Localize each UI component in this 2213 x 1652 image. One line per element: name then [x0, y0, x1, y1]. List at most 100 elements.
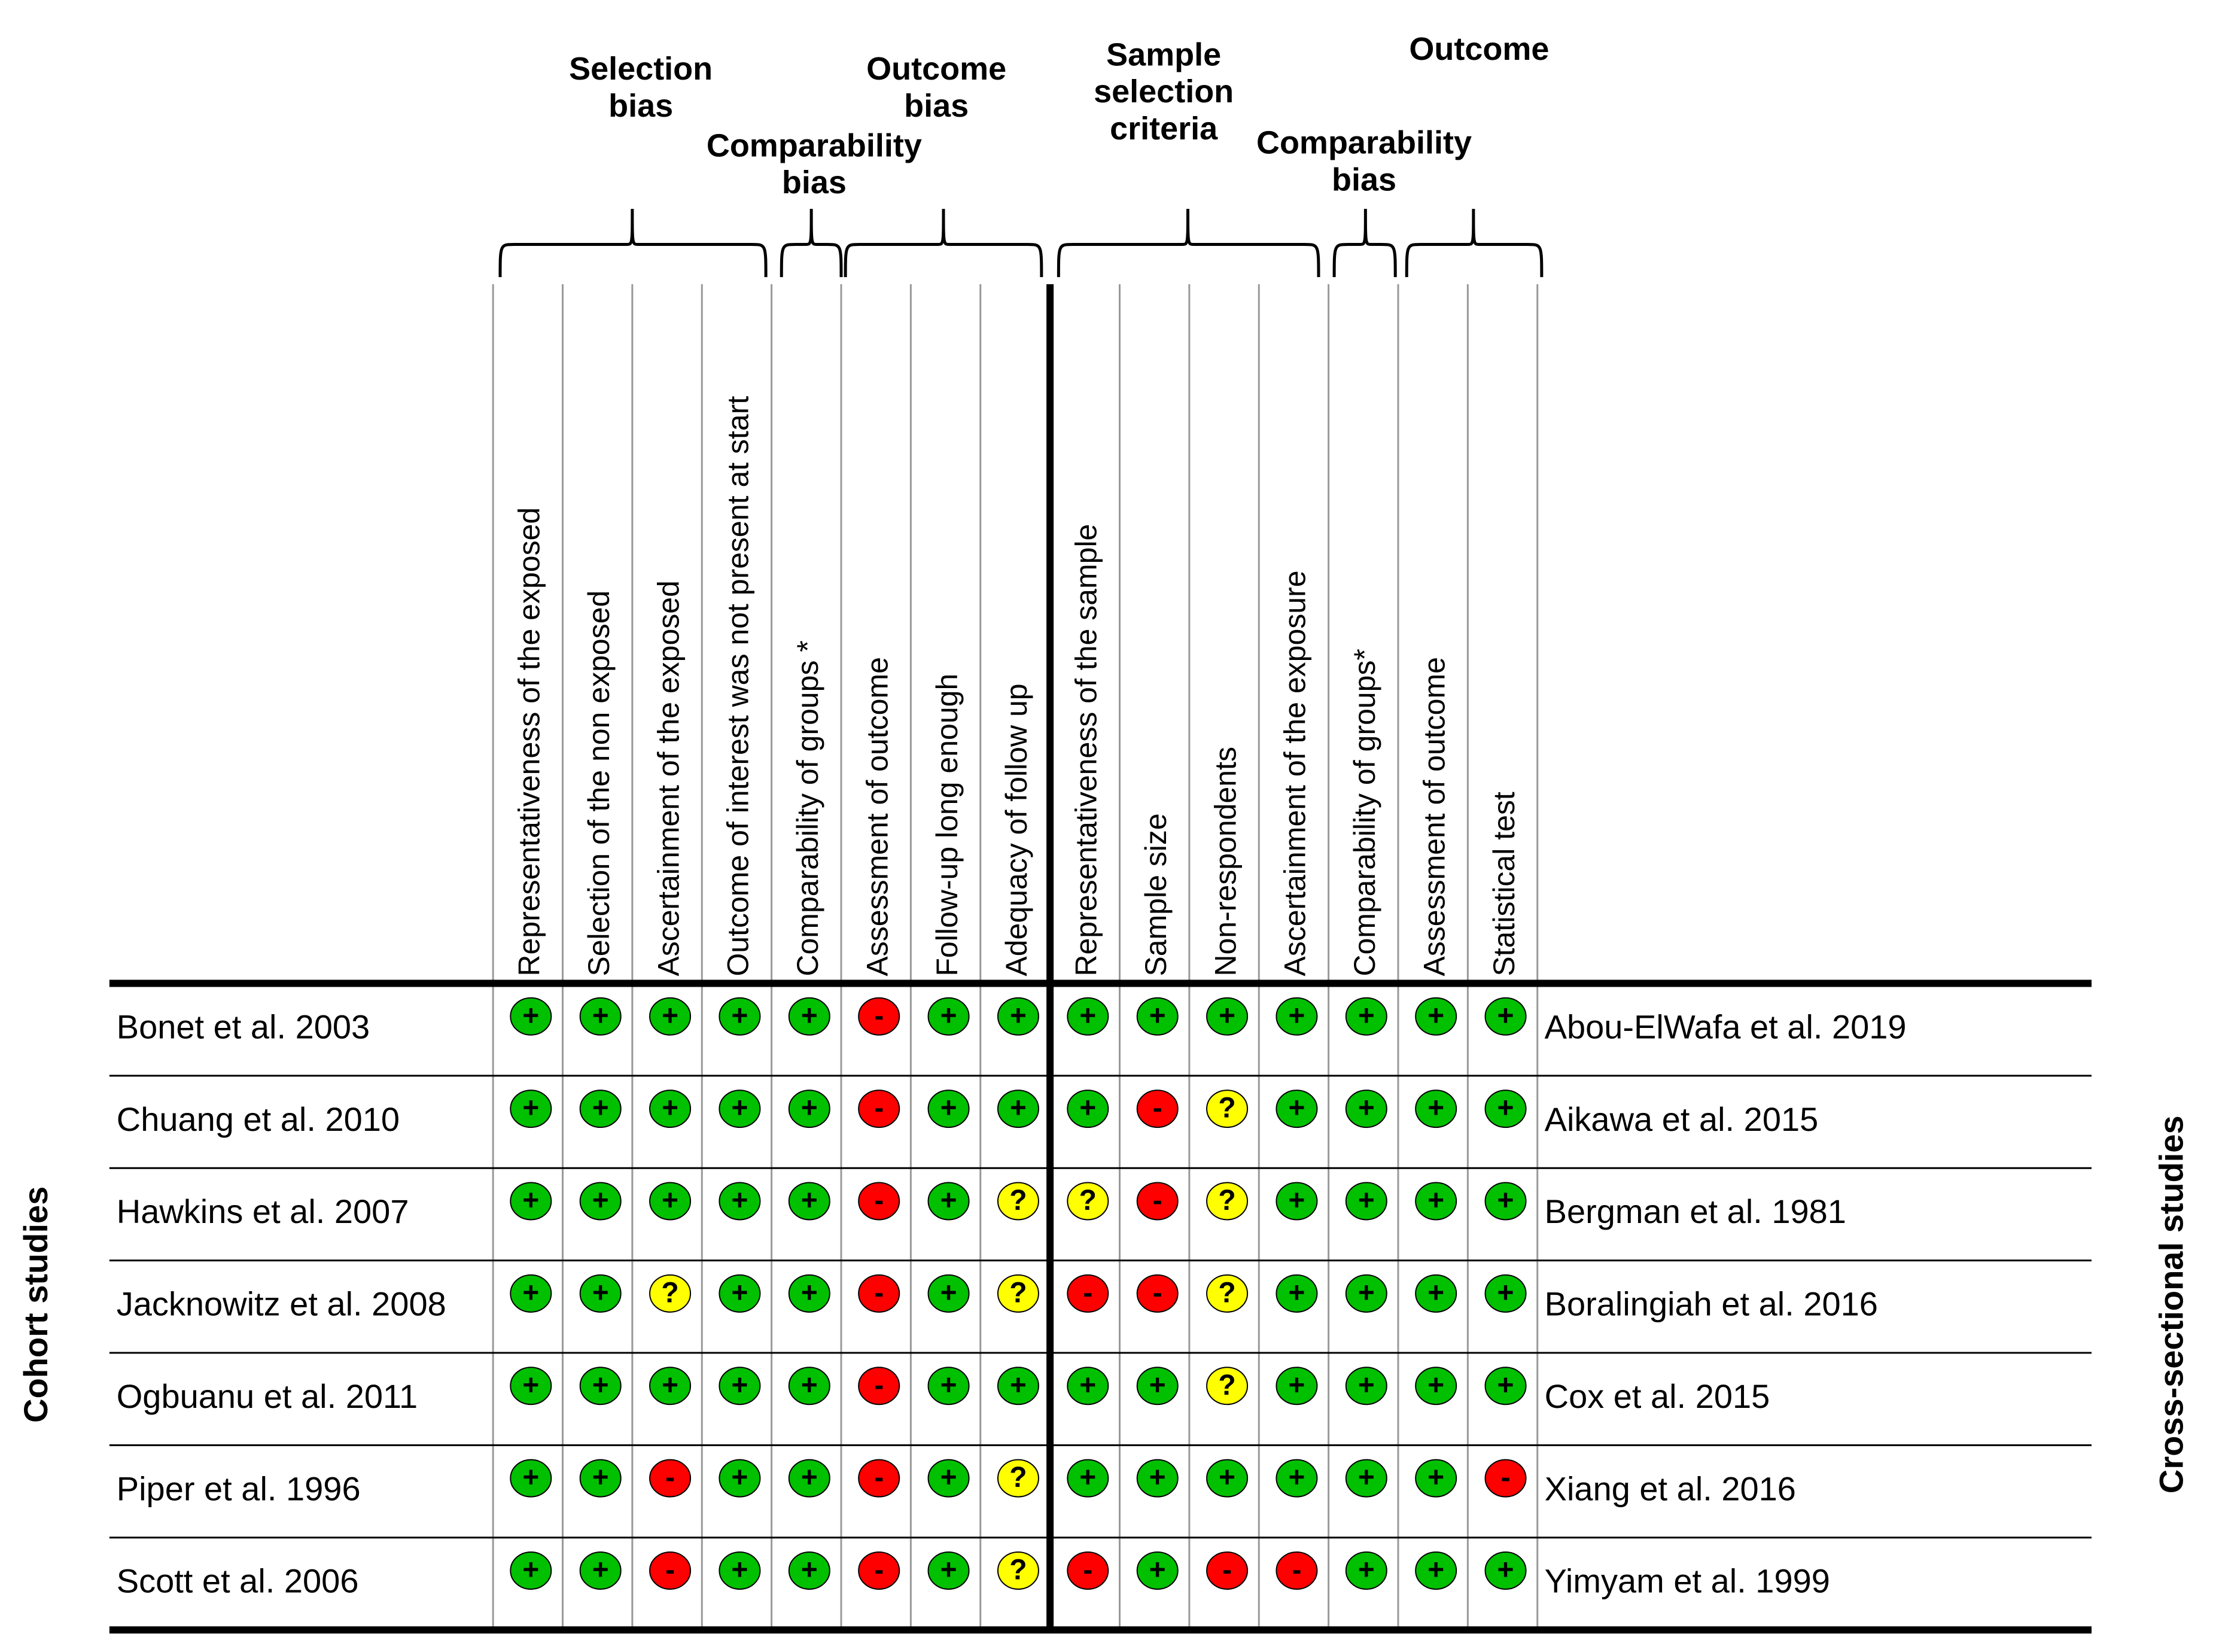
- rating-plus: [927, 1551, 970, 1590]
- rating-unclear: [1067, 1182, 1109, 1221]
- rating-symbol: +: [1010, 1093, 1027, 1124]
- rating-symbol: +: [1358, 1185, 1375, 1216]
- rating-plus: [927, 1090, 970, 1128]
- rating-plus: [719, 1274, 761, 1313]
- rating-plus: [1136, 1367, 1179, 1405]
- rating-plus: [1276, 1182, 1318, 1221]
- rating-symbol: +: [1358, 1093, 1375, 1124]
- column-header: Comparability of groups*: [1348, 649, 1381, 976]
- rating-plus: [1415, 1551, 1457, 1590]
- rating-plus: [579, 1182, 622, 1221]
- rating-symbol: +: [592, 1185, 609, 1216]
- rating-symbol: -: [1153, 1185, 1162, 1216]
- rating-symbol: -: [1153, 1277, 1162, 1309]
- rating-plus: [927, 1274, 970, 1313]
- rating-symbol: +: [801, 1093, 818, 1124]
- rating-plus: [1345, 997, 1387, 1036]
- rating-symbol: ?: [1218, 1277, 1235, 1309]
- rating-minus: [858, 997, 900, 1036]
- rating-unclear: [997, 1459, 1039, 1498]
- rating-symbol: +: [1497, 1000, 1514, 1032]
- rating-plus: [1345, 1090, 1387, 1128]
- cross-sectional-study-name: Xiang et al. 2016: [1545, 1470, 1796, 1507]
- rating-plus: [788, 1551, 830, 1590]
- rating-minus: [1136, 1182, 1179, 1221]
- rating-plus: [1136, 997, 1179, 1036]
- rating-plus: [1276, 1090, 1318, 1128]
- rating-symbol: +: [731, 1554, 748, 1586]
- rating-symbol: -: [665, 1554, 675, 1586]
- rating-symbol: -: [1501, 1462, 1511, 1493]
- group-label: bias: [1332, 162, 1396, 197]
- rating-plus: [719, 1367, 761, 1405]
- group-label: bias: [904, 88, 969, 124]
- rating-symbol: +: [1427, 1462, 1444, 1493]
- rating-unclear: [1206, 1274, 1249, 1313]
- rating-unclear: [997, 1182, 1039, 1221]
- rating-symbol: +: [1427, 1185, 1444, 1216]
- rating-unclear: [997, 1274, 1039, 1313]
- rating-symbol: +: [1288, 1000, 1305, 1032]
- cross-sectional-studies-label: Cross-sectional studies: [2153, 1115, 2190, 1493]
- rating-symbol: +: [662, 1093, 678, 1124]
- group-label: Selection: [569, 51, 713, 87]
- rating-plus: [788, 1090, 830, 1128]
- cohort-study-name: Ogbuanu et al. 2011: [117, 1377, 418, 1415]
- column-header: Assessment of outcome: [860, 657, 894, 976]
- rating-plus: [1067, 1459, 1109, 1498]
- rating-symbol: +: [1358, 1000, 1375, 1032]
- rating-plus: [788, 1274, 830, 1313]
- rating-minus: [858, 1459, 900, 1498]
- rating-plus: [1415, 1274, 1457, 1313]
- rating-symbol: +: [1497, 1370, 1514, 1401]
- rating-plus: [649, 1090, 692, 1128]
- rating-symbol: +: [592, 1093, 609, 1124]
- cross-sectional-study-name: Cox et al. 2015: [1545, 1377, 1770, 1415]
- rating-symbol: +: [801, 1370, 818, 1401]
- rating-symbol: +: [662, 1000, 678, 1032]
- rating-symbol: ?: [1009, 1554, 1027, 1586]
- rating-plus: [510, 1367, 552, 1405]
- rating-symbol: +: [1427, 1277, 1444, 1309]
- cohort-study-name: Chuang et al. 2010: [117, 1100, 400, 1138]
- rating-plus: [927, 1459, 970, 1498]
- rating-plus: [1067, 1090, 1109, 1128]
- rating-unclear: [1206, 1182, 1249, 1221]
- rating-symbol: +: [1079, 1093, 1096, 1124]
- group-label: bias: [782, 165, 847, 200]
- rating-symbol: ?: [1218, 1093, 1235, 1124]
- rating-plus: [1415, 1090, 1457, 1128]
- column-header: Selection of the non exposed: [582, 591, 616, 976]
- rating-symbol: -: [874, 1370, 884, 1401]
- rating-plus: [510, 1459, 552, 1498]
- rating-minus: [649, 1551, 692, 1590]
- rating-symbol: +: [1358, 1462, 1375, 1493]
- rating-symbol: +: [1288, 1370, 1305, 1401]
- rating-plus: [1415, 1367, 1457, 1405]
- rating-minus: [858, 1551, 900, 1590]
- rating-symbol: +: [522, 1277, 539, 1309]
- rating-symbol: +: [1288, 1277, 1305, 1309]
- group-label: Comparability: [1256, 125, 1472, 161]
- rating-plus: [1484, 1182, 1527, 1221]
- rating-plus: [510, 1090, 552, 1128]
- rating-symbol: +: [1427, 1370, 1444, 1401]
- rating-minus: [858, 1182, 900, 1221]
- rating-unclear: [649, 1274, 692, 1313]
- column-header: Representativeness of the exposed: [513, 507, 546, 976]
- cross-sectional-study-name: Aikawa et al. 2015: [1545, 1100, 1819, 1138]
- rating-symbol: +: [522, 1000, 539, 1032]
- rating-symbol: +: [592, 1462, 609, 1493]
- column-header: Non-respondents: [1209, 747, 1242, 976]
- rating-symbol: +: [1288, 1093, 1305, 1124]
- rating-symbol: +: [522, 1185, 539, 1216]
- rating-symbol: +: [1079, 1000, 1096, 1032]
- column-header: Statistical test: [1487, 792, 1521, 976]
- rating-minus: [858, 1274, 900, 1313]
- rating-plus: [997, 1367, 1039, 1405]
- column-header: Follow-up long enough: [930, 674, 964, 976]
- rating-symbol: +: [592, 1554, 609, 1586]
- rating-symbol: +: [1079, 1462, 1096, 1493]
- rating-symbol: +: [592, 1000, 609, 1032]
- rating-plus: [579, 1459, 622, 1498]
